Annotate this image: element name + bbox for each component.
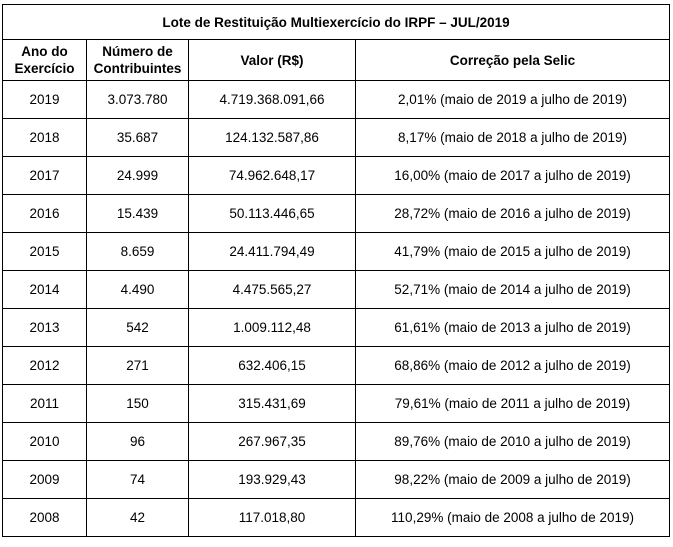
cell-valor: 4.719.368.091,66	[188, 80, 356, 119]
table-row: 2008 42 117.018,80 110,29% (maio de 2008 a …	[2, 498, 671, 537]
header-correcao: Correção pela Selic	[354, 39, 671, 81]
header-numero-line2: Contribuintes	[93, 61, 182, 76]
table-title-row: Lote de Restituição Multiexercício do IR…	[1, 4, 671, 40]
cell-numero-contribuintes: 15.439	[86, 194, 189, 233]
table-row: 2014 4.490 4.475.565,27 52,71% (maio de 201…	[2, 270, 671, 309]
cell-valor: 315.431,69	[188, 384, 356, 423]
cell-valor: 74.962.648,17	[188, 156, 356, 195]
cell-ano-exercicio: 2011	[2, 384, 87, 423]
cell-valor: 117.018,80	[188, 498, 356, 537]
header-ano-line1: Ano do	[21, 44, 68, 59]
table-row: 2012 271 632.406,15 68,86% (maio de 2012 a …	[2, 346, 671, 385]
table-row: 2009 74 193.929,43 98,22% (maio de 2009 a j…	[2, 460, 671, 499]
cell-ano-exercicio: 2016	[2, 194, 87, 233]
cell-correcao: 8,17% (maio de 2018 a julho de 2019)	[354, 118, 671, 157]
cell-valor: 267.967,35	[188, 422, 356, 461]
table-row: 2010 96 267.967,35 89,76% (maio de 2010 a j…	[2, 422, 671, 461]
cell-ano-exercicio: 2009	[2, 460, 87, 499]
cell-ano-exercicio: 2019	[2, 80, 87, 119]
cell-numero-contribuintes: 271	[86, 346, 189, 385]
cell-ano-exercicio: 2018	[2, 118, 87, 157]
table-body: 2019 3.073.780 4.719.368.091,66 2,01% (maio…	[2, 80, 671, 537]
table-row: 2011 150 315.431,69 79,61% (maio de 2011 a …	[2, 384, 671, 423]
table-row: 2016 15.439 50.113.446,65 28,72% (maio de 2…	[2, 194, 671, 233]
table-row: 2019 3.073.780 4.719.368.091,66 2,01% (maio…	[2, 80, 671, 119]
cell-valor: 193.929,43	[188, 460, 356, 499]
cell-valor: 50.113.446,65	[188, 194, 356, 233]
cell-numero-contribuintes: 3.073.780	[86, 80, 189, 119]
cell-numero-contribuintes: 74	[86, 460, 189, 499]
cell-ano-exercicio: 2013	[2, 308, 87, 347]
cell-numero-contribuintes: 35.687	[86, 118, 189, 157]
cell-numero-contribuintes: 542	[86, 308, 189, 347]
table-row: 2017 24.999 74.962.648,17 16,00% (maio de 2…	[2, 156, 671, 195]
cell-numero-contribuintes: 24.999	[86, 156, 189, 195]
cell-ano-exercicio: 2008	[2, 498, 87, 537]
cell-ano-exercicio: 2015	[2, 232, 87, 271]
cell-numero-contribuintes: 8.659	[86, 232, 189, 271]
cell-ano-exercicio: 2017	[2, 156, 87, 195]
header-ano-line2: Exercício	[14, 61, 75, 76]
cell-numero-contribuintes: 96	[86, 422, 189, 461]
cell-correcao: 79,61% (maio de 2011 a julho de 2019)	[354, 384, 671, 423]
cell-numero-contribuintes: 150	[86, 384, 189, 423]
cell-correcao: 52,71% (maio de 2014 a julho de 2019)	[354, 270, 671, 309]
cell-correcao: 2,01% (maio de 2019 a julho de 2019)	[354, 80, 671, 119]
table-row: 2018 35.687 124.132.587,86 8,17% (maio de 2…	[2, 118, 671, 157]
cell-valor: 124.132.587,86	[188, 118, 356, 157]
header-numero-contribuintes: Número de Contribuintes	[86, 39, 189, 81]
cell-correcao: 41,79% (maio de 2015 a julho de 2019)	[354, 232, 671, 271]
cell-valor: 24.411.794,49	[188, 232, 356, 271]
cell-correcao: 110,29% (maio de 2008 a julho de 2019)	[354, 498, 671, 537]
table-row: 2015 8.659 24.411.794,49 41,79% (maio de 20…	[2, 232, 671, 271]
cell-correcao: 16,00% (maio de 2017 a julho de 2019)	[354, 156, 671, 195]
cell-correcao: 98,22% (maio de 2009 a julho de 2019)	[354, 460, 671, 499]
cell-valor: 632.406,15	[188, 346, 356, 385]
cell-correcao: 89,76% (maio de 2010 a julho de 2019)	[354, 422, 671, 461]
cell-correcao: 28,72% (maio de 2016 a julho de 2019)	[354, 194, 671, 233]
cell-numero-contribuintes: 4.490	[86, 270, 189, 309]
cell-ano-exercicio: 2010	[2, 422, 87, 461]
cell-valor: 4.475.565,27	[188, 270, 356, 309]
header-numero-line1: Número de	[102, 44, 173, 59]
cell-ano-exercicio: 2012	[2, 346, 87, 385]
table-title: Lote de Restituição Multiexercício do IR…	[1, 4, 671, 40]
table-header-row: Ano do Exercício Número de Contribuintes…	[2, 39, 671, 81]
restituicao-table: Lote de Restituição Multiexercício do IR…	[1, 4, 671, 537]
cell-ano-exercicio: 2014	[2, 270, 87, 309]
cell-numero-contribuintes: 42	[86, 498, 189, 537]
header-valor: Valor (R$)	[188, 39, 356, 81]
header-ano-exercicio: Ano do Exercício	[2, 39, 87, 81]
cell-correcao: 61,61% (maio de 2013 a julho de 2019)	[354, 308, 671, 347]
table-row: 2013 542 1.009.112,48 61,61% (maio de 2013 …	[2, 308, 671, 347]
cell-correcao: 68,86% (maio de 2012 a julho de 2019)	[354, 346, 671, 385]
cell-valor: 1.009.112,48	[188, 308, 356, 347]
